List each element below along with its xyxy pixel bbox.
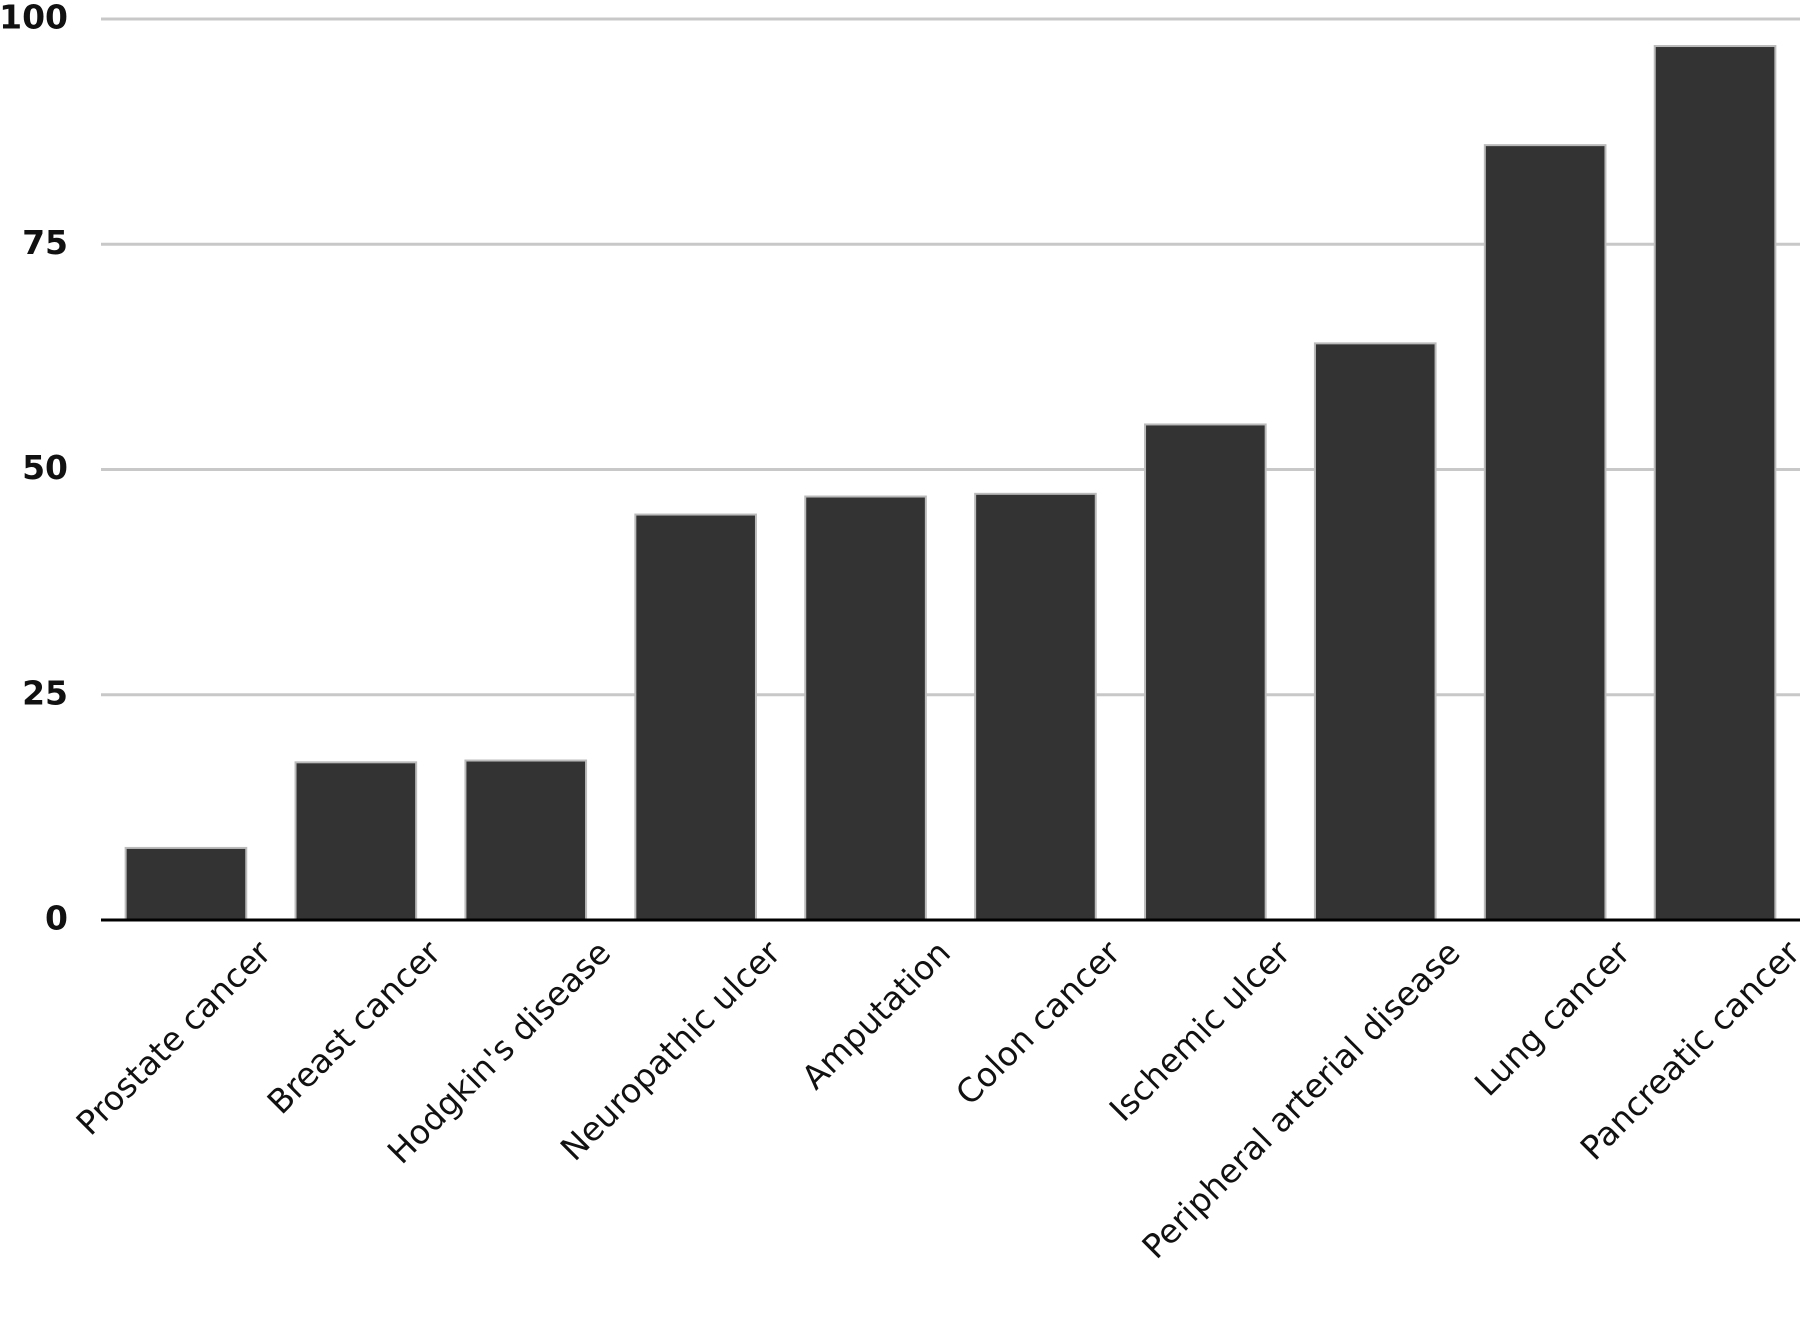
- y-tick-label: 75: [22, 223, 68, 262]
- y-tick-label: 0: [45, 899, 68, 938]
- y-tick-label: 50: [22, 448, 68, 487]
- y-tick-label: 100: [0, 0, 68, 37]
- bar: [804, 495, 927, 921]
- x-tick-label: Peripheral arterial disease: [1134, 933, 1467, 1266]
- bar: [1483, 144, 1607, 921]
- x-tick-label: Prostate cancer: [69, 932, 279, 1142]
- y-tick-label: 25: [22, 673, 68, 712]
- x-tick-label: Breast cancer: [259, 933, 448, 1122]
- bar: [294, 761, 418, 922]
- bar: [464, 759, 588, 922]
- bar: [124, 846, 248, 921]
- bar: [634, 513, 757, 921]
- bar: [1313, 342, 1437, 921]
- x-tick-label: Lung cancer: [1467, 932, 1638, 1103]
- bar: [1144, 423, 1267, 921]
- x-tick-label: Amputation: [794, 933, 958, 1097]
- x-tick-label: Ischemic ulcer: [1102, 932, 1298, 1128]
- bar: [1653, 45, 1777, 921]
- x-tick-label: Colon cancer: [948, 932, 1128, 1112]
- bar: [974, 492, 1097, 921]
